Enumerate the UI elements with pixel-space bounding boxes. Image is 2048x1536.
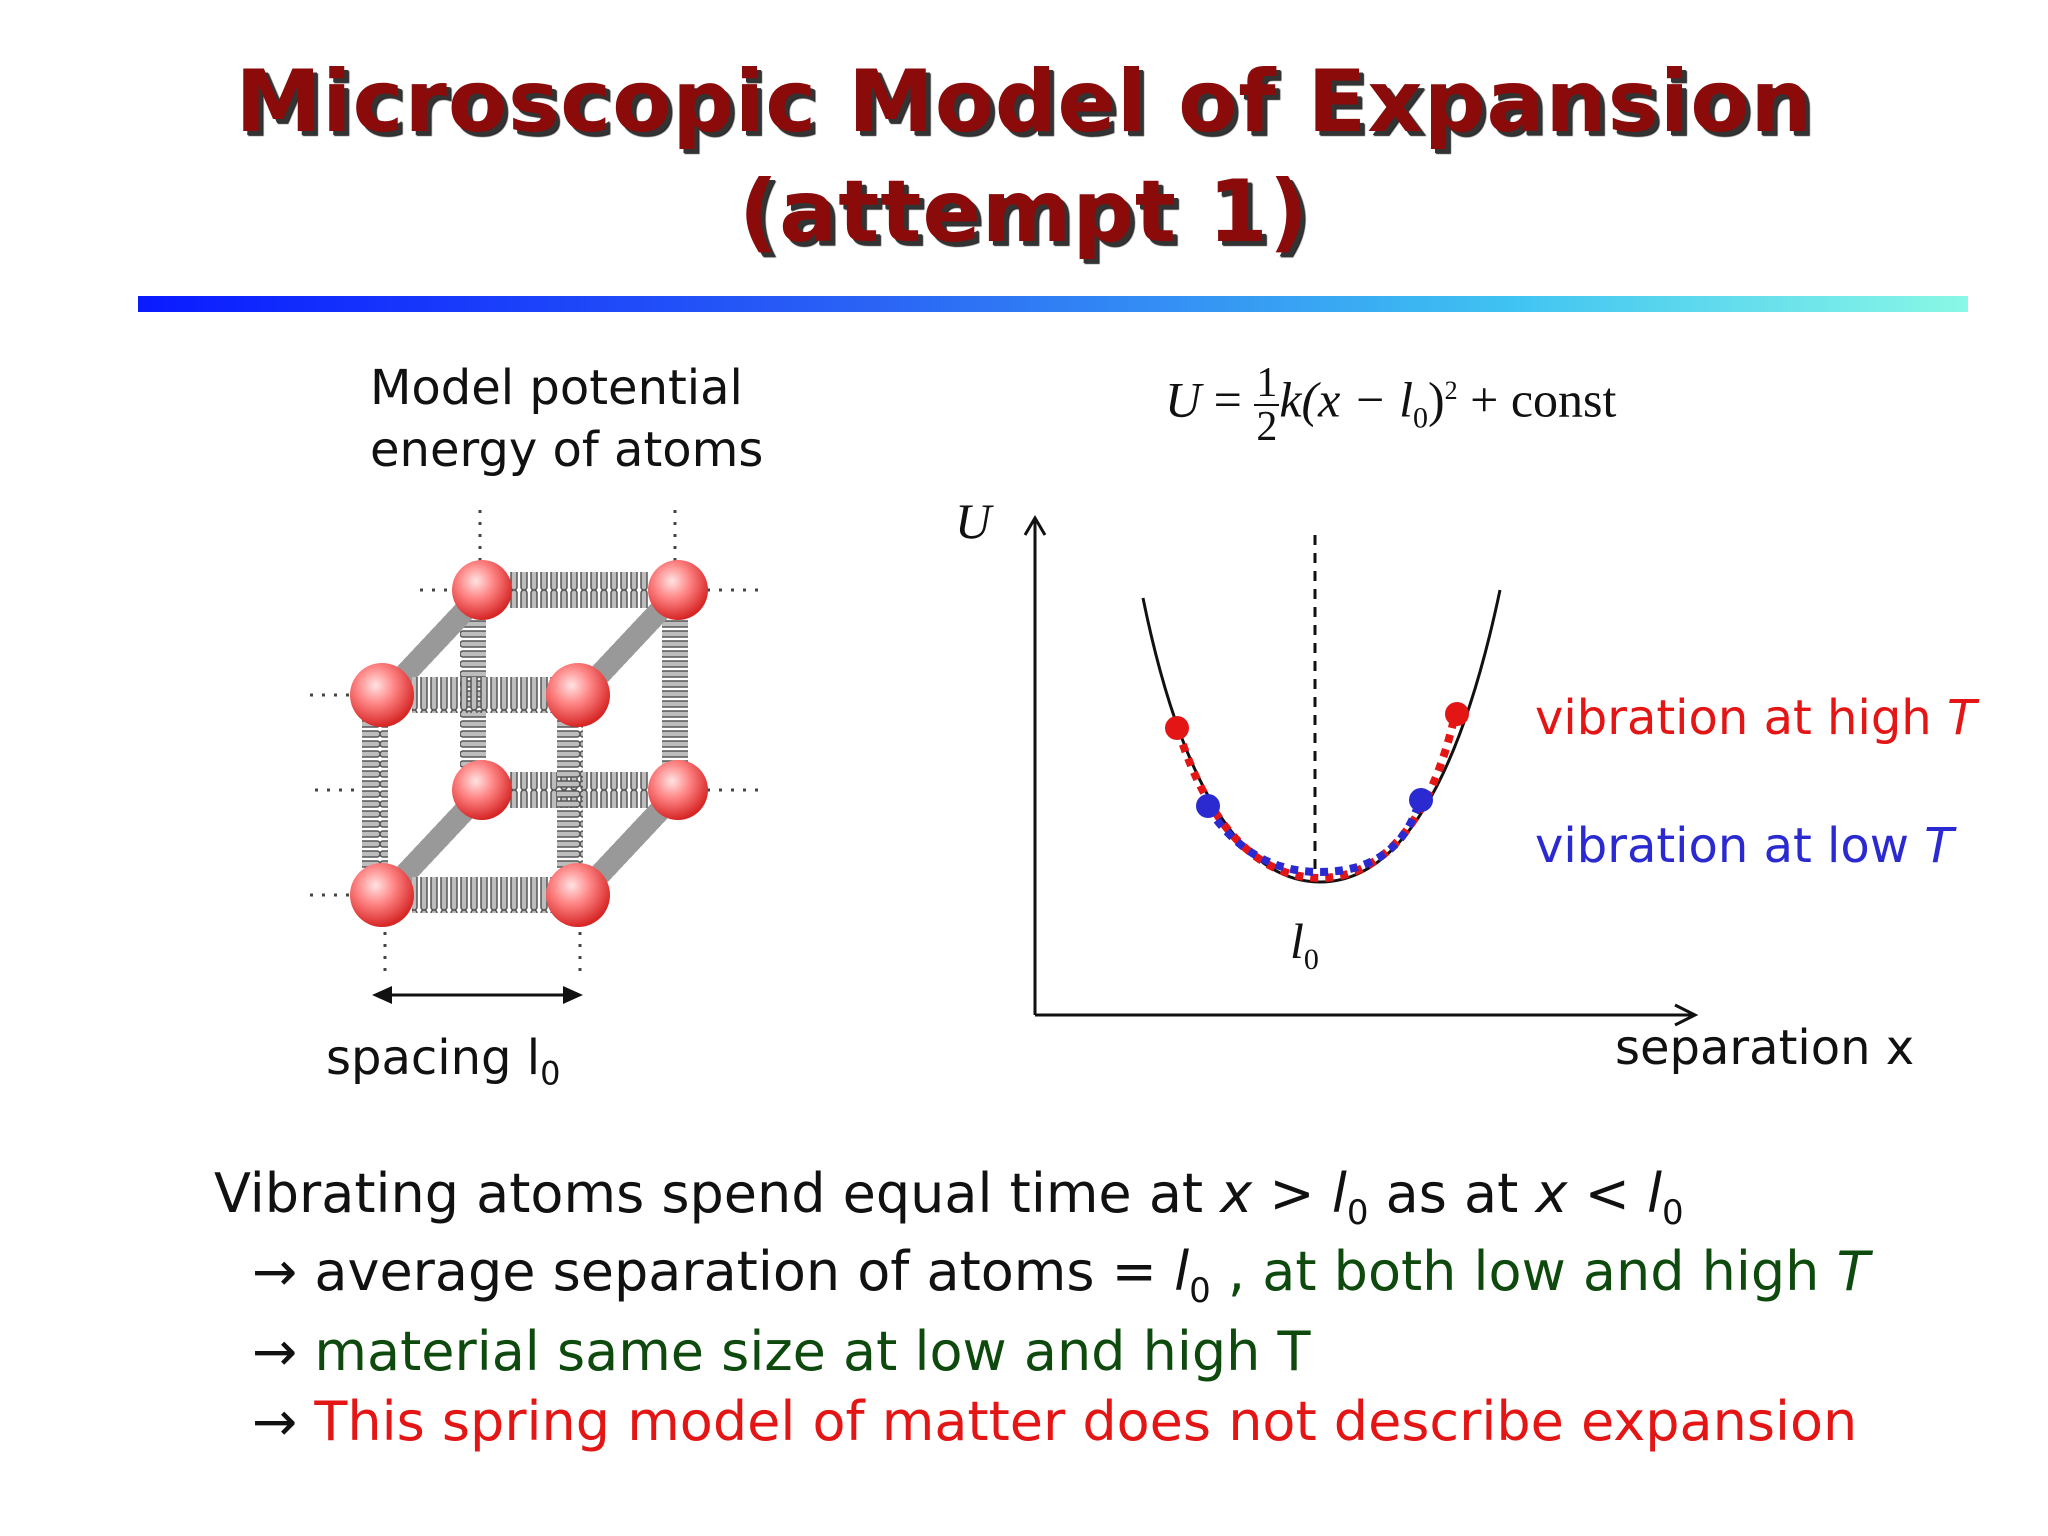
high-t-label: vibration at high T xyxy=(1535,690,1977,746)
title-gradient-bar xyxy=(138,296,1968,312)
caption-line2: energy of atoms xyxy=(370,422,764,478)
y-axis-label: U xyxy=(955,493,992,549)
l0-tick-label: l0 xyxy=(1290,913,1319,976)
low-t-label: vibration at low T xyxy=(1535,818,1954,874)
spring-lattice-illustration xyxy=(310,510,760,980)
bottom-line1: Vibrating atoms spend equal time at x > … xyxy=(214,1162,1684,1233)
bottom-line4: → This spring model of matter does not d… xyxy=(252,1390,1858,1453)
spacing-arrow xyxy=(372,986,583,1004)
bottom-line2: → average separation of atoms = l0 , at … xyxy=(252,1240,1870,1311)
slide-title-line2: (attempt 1) xyxy=(738,162,1310,262)
spacing-label: spacing l0 xyxy=(326,1030,561,1093)
x-axis-label: separation x xyxy=(1615,1020,1915,1076)
caption-line1: Model potential xyxy=(370,360,743,416)
potential-equation: U = 1 2 k(x − l0)2 + const xyxy=(1165,360,1617,450)
slide-title-line1: Microscopic Model of Expansion xyxy=(235,52,1813,152)
potential-energy-graph xyxy=(1023,515,1699,1027)
bottom-line3: → material same size at low and high T xyxy=(252,1320,1311,1383)
